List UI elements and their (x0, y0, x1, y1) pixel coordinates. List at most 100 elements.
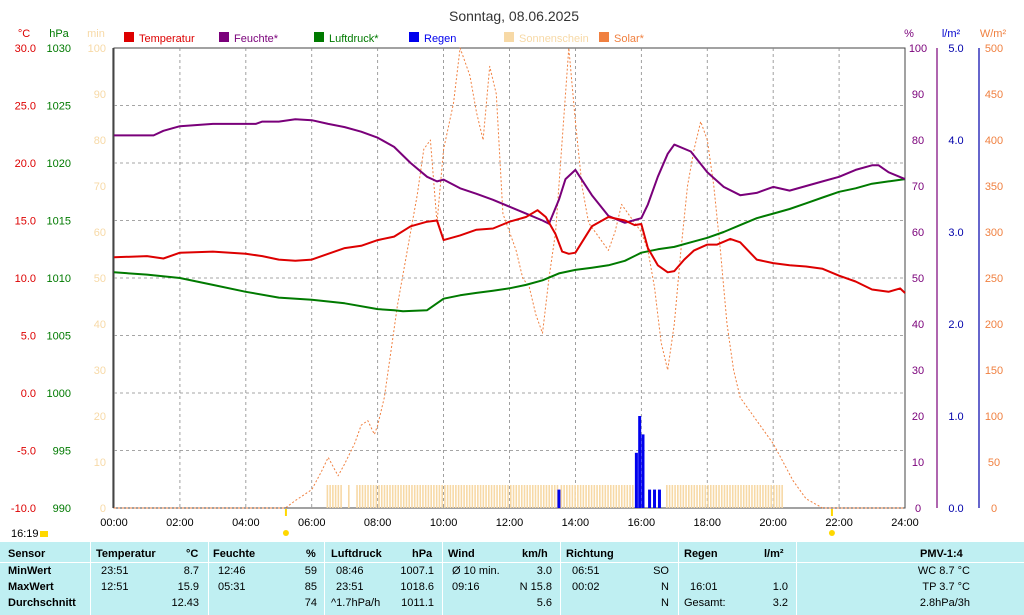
rain-tick-label: 0.0 (948, 503, 963, 515)
sunshine-tick-label: 90 (94, 89, 106, 101)
sunshine-bar (463, 485, 465, 508)
pressure-tick-label: 1020 (47, 158, 71, 170)
stats-press-time: 08:46 (336, 565, 364, 577)
sunshine-bar (479, 485, 482, 508)
stats-divider (796, 542, 797, 615)
stats-hum-value: 59 (304, 565, 317, 577)
x-tick-label: 00:00 (100, 517, 128, 529)
sunshine-bar (764, 485, 767, 508)
solar-tick-label: 50 (988, 457, 1000, 469)
rain-tick-label: 3.0 (948, 227, 963, 239)
legend-swatch-sunshine (504, 32, 514, 42)
solar-line (114, 47, 905, 509)
sunshine-tick-label: 60 (94, 227, 106, 239)
sunshine-bar (496, 485, 498, 508)
sunshine-bar (400, 485, 402, 508)
sunshine-bar (551, 485, 553, 508)
sunshine-bar (618, 485, 620, 508)
sunshine-bar (607, 485, 609, 508)
stats-dir-value: N (661, 597, 669, 609)
rain-bar (638, 416, 642, 508)
sunshine-bar (427, 485, 430, 508)
stats-header-temp-unit: °C (186, 548, 199, 560)
stats-dir-value: N (661, 581, 669, 593)
sunshine-bar (762, 485, 764, 508)
sunshine-bar (566, 485, 568, 508)
rain-bar (634, 452, 638, 508)
stats-hum-time: 05:31 (218, 581, 246, 593)
stats-header-rain-unit: l/m² (764, 548, 784, 560)
stats-header-press: Luftdruck (331, 548, 382, 560)
temp-tick-label: 30.0 (15, 43, 36, 55)
sunshine-bar (485, 485, 487, 508)
sunshine-bar (375, 485, 378, 508)
sunshine-bar (493, 485, 496, 508)
rain-unit-label: l/m² (942, 28, 961, 40)
humidity-tick-label: 40 (912, 319, 924, 331)
sunshine-bar (361, 485, 364, 508)
legend-pressure: Luftdruck* (329, 33, 379, 45)
sunshine-bar (501, 485, 504, 508)
sunshine-bar (701, 485, 704, 508)
sunshine-bar (433, 485, 435, 508)
sunshine-bar (348, 485, 350, 508)
sunshine-bar (620, 485, 623, 508)
sunshine-bar (482, 485, 485, 508)
solar-unit-label: W/m² (980, 28, 1007, 40)
temp-unit-label: °C (18, 28, 30, 40)
stats-temp-value: 15.9 (177, 581, 199, 593)
stats-hum-time: 12:46 (218, 565, 246, 577)
pressure-tick-label: 1030 (47, 43, 71, 55)
sunshine-bar (590, 485, 593, 508)
rain-bar (557, 489, 561, 508)
sunshine-bar (329, 485, 331, 508)
sunshine-bar (571, 485, 574, 508)
sunshine-bar (380, 485, 383, 508)
pressure-tick-label: 995 (53, 446, 71, 458)
temp-tick-label: 25.0 (15, 101, 36, 113)
legend: Temperatur Feuchte* Luftdruck* Regen Son… (124, 32, 645, 45)
sunshine-bar (474, 485, 476, 508)
sunshine-bar (579, 485, 582, 508)
stats-press-time: 23:51 (336, 581, 364, 593)
solar-tick-label: 450 (985, 89, 1003, 101)
press-unit-label: hPa (49, 28, 69, 40)
sunshine-bar (560, 485, 563, 508)
sunshine-bar (734, 485, 737, 508)
sunshine-bar (677, 485, 679, 508)
sunshine-bar (340, 485, 342, 508)
sunshine-bar (405, 485, 408, 508)
sunshine-bar (537, 485, 540, 508)
sunshine-bar (604, 485, 607, 508)
sunshine-bar (394, 485, 397, 508)
temp-tick-label: 0.0 (21, 388, 36, 400)
sunshine-bar (775, 485, 778, 508)
sunshine-bar (430, 485, 432, 508)
stats-row-label: Durchschnitt (8, 597, 76, 609)
stats-panel: Sensor Temperatur °C Feuchte % Luftdruck… (0, 542, 1024, 615)
current-time-marker (40, 531, 48, 537)
pressure-tick-label: 1015 (47, 216, 71, 228)
x-tick-label: 24:00 (891, 517, 919, 529)
sunshine-bar (507, 485, 509, 508)
stats-press-value: 1007.1 (400, 565, 434, 577)
sunshine-bar (574, 485, 576, 508)
sunshine-bar (455, 485, 457, 508)
sunshine-bar (378, 485, 380, 508)
stats-header-hum-unit: % (306, 548, 316, 560)
sunshine-bar (712, 485, 715, 508)
rain-bar (641, 434, 645, 508)
sunshine-bar (723, 485, 726, 508)
sunshine-bar (337, 485, 340, 508)
stats-temp-time: 12:51 (101, 581, 129, 593)
solar-tick-label: 250 (985, 273, 1003, 285)
temp-tick-label: 20.0 (15, 158, 36, 170)
sunshine-bar (767, 485, 770, 508)
sunshine-bar (441, 485, 443, 508)
sunshine-bar (369, 485, 372, 508)
rain-tick-label: 2.0 (948, 319, 963, 331)
stats-row-label: MaxWert (8, 581, 54, 593)
sunshine-bar (704, 485, 707, 508)
sunshine-bar (745, 485, 748, 508)
sunshine-bar (512, 485, 515, 508)
